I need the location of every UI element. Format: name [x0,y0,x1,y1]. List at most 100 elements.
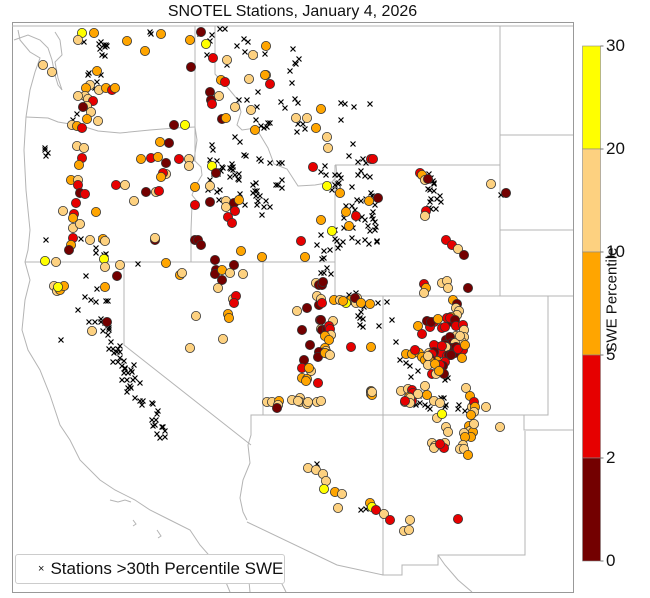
cross-marker-icon [232,134,238,140]
cross-marker-icon [119,377,125,383]
cross-marker-icon [267,160,273,166]
station-marker [78,102,89,113]
cross-marker-icon [243,153,249,159]
station-marker [299,251,310,262]
cross-marker-icon [108,339,114,345]
station-marker [58,205,69,216]
chart-title: SNOTEL Stations, January 4, 2026 [167,3,418,20]
station-marker [442,282,453,293]
cross-marker-icon [355,239,361,245]
cross-marker-icon [122,365,128,371]
station-marker [100,261,111,272]
station-marker [80,188,91,199]
station-marker [235,245,246,256]
station-marker [300,375,311,386]
cross-marker-icon [302,126,308,132]
cross-marker-icon [433,206,439,212]
cross-marker-icon [318,169,324,175]
cross-marker-icon [122,366,128,372]
station-marker [176,267,187,278]
station-marker [485,178,496,189]
cross-marker-icon [322,163,328,169]
cross-marker-icon [324,265,330,271]
station-marker [452,514,463,525]
station-marker [434,438,445,449]
station-marker [51,256,62,267]
cross-marker-icon [427,199,433,205]
station-marker [409,344,420,355]
cross-marker-icon [287,68,293,74]
cross-marker-icon [335,245,341,251]
station-marker [183,160,194,171]
cross-marker-icon [349,235,355,241]
station-marker [384,515,395,526]
station-marker [456,352,467,363]
cross-marker-icon [358,198,364,204]
station-marker [40,255,51,266]
cross-marker-icon [321,255,327,261]
cross-marker-icon [236,177,242,183]
cross-marker-icon [279,160,285,166]
station-marker [372,192,383,203]
station-marker [345,341,356,352]
cross-marker-icon [217,26,223,32]
cross-marker-icon [88,297,94,303]
cross-marker-icon [94,79,100,85]
cross-marker-icon [367,101,373,107]
cross-marker-icon [253,117,259,123]
cross-marker-icon [321,248,327,254]
station-marker [111,179,122,190]
cross-marker-icon [349,203,355,209]
station-marker [439,321,450,332]
station-marker [452,243,463,254]
station-marker [243,74,254,85]
cross-marker-icon [255,198,261,204]
colorbar-tick-10: 10 [606,242,625,261]
station-marker [68,212,79,223]
cross-marker-icon [321,270,327,276]
cross-marker-icon [236,97,242,103]
cross-marker-icon [124,377,130,383]
station-marker [184,342,195,353]
cross-marker-icon [338,175,344,181]
cross-marker-icon [103,298,109,304]
station-marker [184,35,195,46]
cross-marker-icon [358,507,364,513]
station-marker [260,41,271,52]
cross-marker-icon [96,41,102,47]
cross-marker-icon [427,406,433,412]
station-marker [350,210,361,221]
cross-marker-icon [241,36,247,42]
cross-marker-icon [253,180,259,186]
cross-marker-icon [292,96,298,102]
cross-marker-icon [227,165,233,171]
cross-marker-icon [117,355,123,361]
station-marker [140,186,151,197]
cross-marker-icon [234,43,240,49]
station-marker [326,225,337,236]
station-marker [418,287,429,298]
cross-marker-icon [349,184,355,190]
cross-marker-icon [437,193,443,199]
cross-marker-icon [121,358,127,364]
station-marker [303,362,314,373]
station-marker [318,483,329,494]
station-marker [416,328,427,339]
station-marker [363,195,374,206]
station-marker [128,195,139,206]
cross-marker-icon [279,177,285,183]
station-marker [332,502,343,513]
station-marker [153,185,164,196]
cross-marker-icon [422,402,428,408]
map-frame [12,22,574,593]
cross-marker-icon [261,204,267,210]
cross-marker-icon [374,239,380,245]
station-marker [249,125,260,136]
cross-marker-icon [415,368,421,374]
station-marker [135,153,146,164]
cross-marker-icon [263,198,269,204]
cross-marker-icon [438,199,444,205]
station-marker [92,66,103,77]
cross-marker-icon [159,424,165,430]
cross-marker-icon [75,307,81,313]
